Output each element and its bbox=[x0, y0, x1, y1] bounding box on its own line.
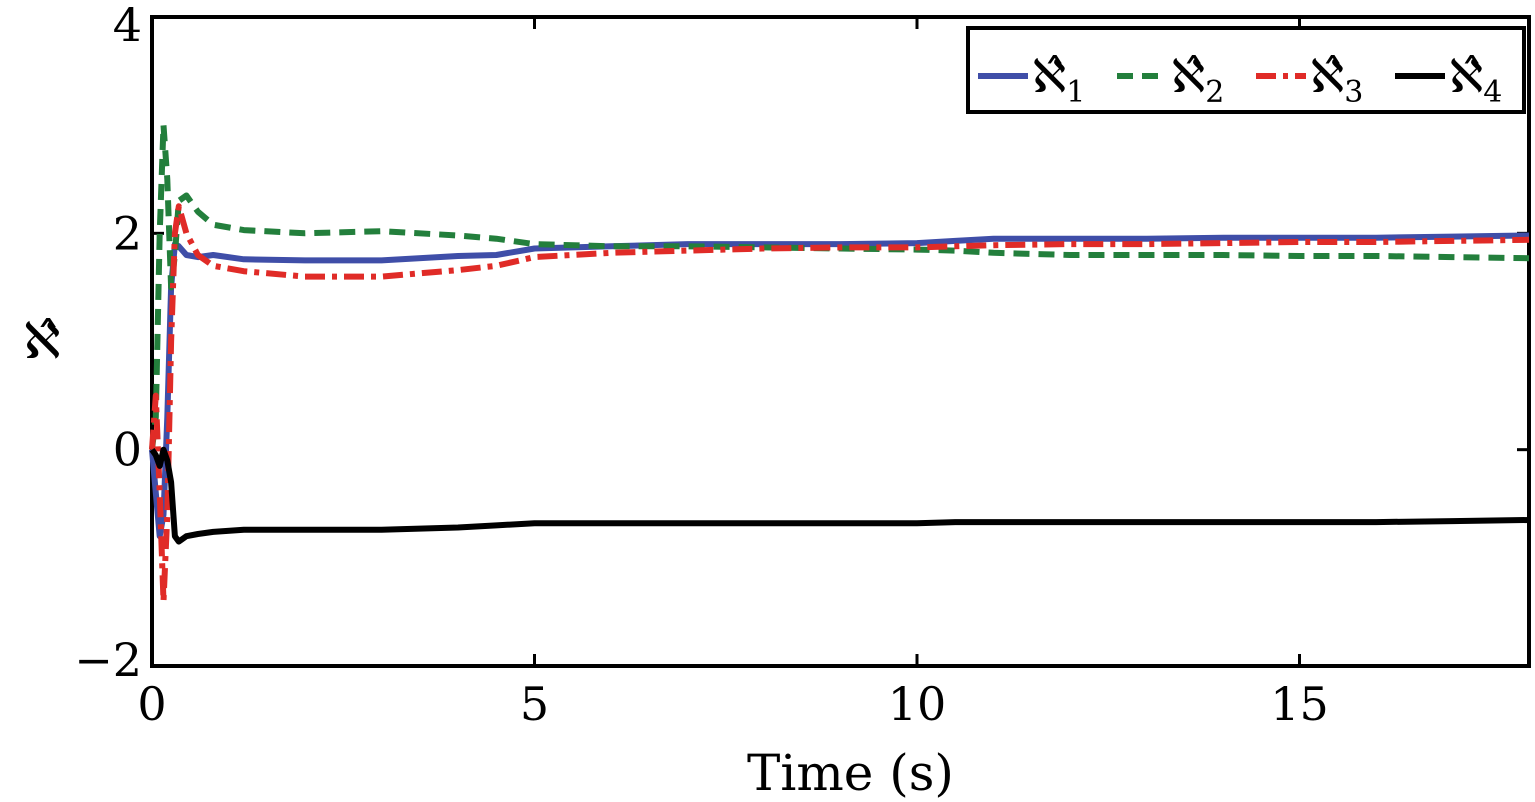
y-tick-label: 4 bbox=[113, 0, 142, 52]
x-tick-label: 10 bbox=[888, 677, 947, 731]
series-line-4 bbox=[149, 446, 1530, 545]
x-axis-label: Time (s) bbox=[747, 744, 954, 802]
x-tick-label: 5 bbox=[520, 677, 549, 731]
legend-box bbox=[966, 26, 1526, 114]
series-line-3 bbox=[149, 203, 1530, 605]
y-tick-label: 0 bbox=[113, 423, 142, 477]
legend-label-4: ℵ̂4 bbox=[1449, 49, 1502, 110]
x-tick-label: 15 bbox=[1270, 677, 1329, 731]
legend-label-1: ℵ̂1 bbox=[1032, 49, 1085, 110]
y-axis-label: ℵ̂ bbox=[23, 312, 60, 370]
x-tick-label: 0 bbox=[137, 677, 166, 731]
plot-area bbox=[150, 15, 1531, 668]
series-group bbox=[149, 122, 1530, 605]
y-tick-label: 2 bbox=[113, 206, 142, 260]
y-tick-label: −2 bbox=[74, 633, 142, 687]
legend: ℵ̂1 ℵ̂2 ℵ̂3 ℵ̂4 bbox=[966, 26, 1526, 114]
legend-label-2: ℵ̂2 bbox=[1171, 49, 1224, 110]
legend-label-3: ℵ̂3 bbox=[1310, 49, 1363, 110]
